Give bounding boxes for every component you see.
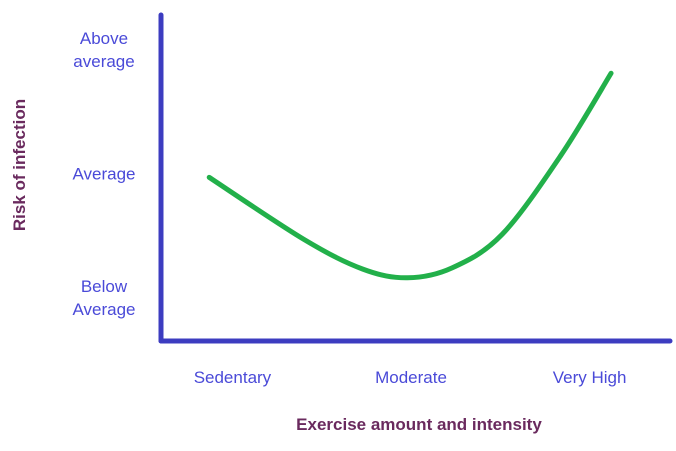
y-tick-label: Below xyxy=(81,277,128,296)
y-tick-label: Above xyxy=(80,29,128,48)
y-tick-labels: Below Average Average Above average xyxy=(72,29,135,319)
x-tick-labels: Sedentary Moderate Very High xyxy=(194,368,627,387)
x-tick-label: Moderate xyxy=(375,368,447,387)
x-tick-label: Very High xyxy=(553,368,627,387)
risk-curve xyxy=(206,70,614,281)
y-tick-label: Average xyxy=(72,300,135,319)
y-tick-label: average xyxy=(73,52,134,71)
y-axis-label: Risk of infection xyxy=(10,99,29,231)
x-axis-label: Exercise amount and intensity xyxy=(296,415,542,434)
x-tick-label: Sedentary xyxy=(194,368,272,387)
y-tick-label: Average xyxy=(72,165,135,184)
